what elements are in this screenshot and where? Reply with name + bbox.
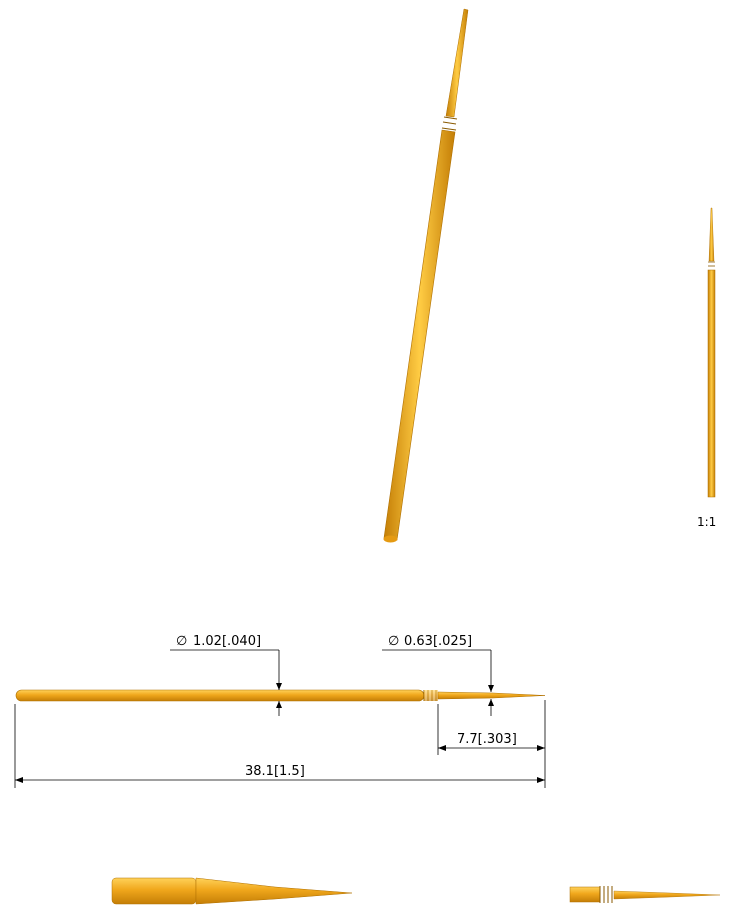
dim-overall-length	[14, 704, 545, 788]
tip-length-label: 7.7[.303]	[457, 732, 517, 747]
front-body	[15, 689, 425, 702]
scale-view: 1:1	[697, 207, 716, 529]
iso-body-end	[383, 535, 398, 543]
front-view: ∅ 1.02[.040] ∅ 0.63[.025] 7.7[.303] 38.1…	[14, 634, 546, 788]
iso-grooves	[441, 116, 458, 131]
tip-diameter-label: 0.63[.025]	[404, 634, 472, 649]
front-tip	[437, 691, 546, 700]
iso-tip	[445, 8, 469, 118]
tip-diameter-symbol: ∅	[388, 634, 399, 649]
scale-view-body	[707, 269, 716, 498]
iso-body	[383, 129, 456, 541]
body-diameter-symbol: ∅	[176, 634, 187, 649]
scale-view-tip	[708, 207, 715, 262]
dim-tip-length	[437, 700, 546, 788]
isometric-view	[383, 8, 469, 543]
dim-tip-diameter	[382, 649, 492, 716]
body-diameter-label: 1.02[.040]	[193, 634, 261, 649]
scale-label: 1:1	[697, 515, 716, 529]
overall-length-label: 38.1[1.5]	[245, 764, 305, 779]
detail-view-tip-large	[111, 877, 353, 905]
detail-view-tip-small	[569, 886, 721, 903]
dim-body-diameter	[170, 649, 280, 716]
